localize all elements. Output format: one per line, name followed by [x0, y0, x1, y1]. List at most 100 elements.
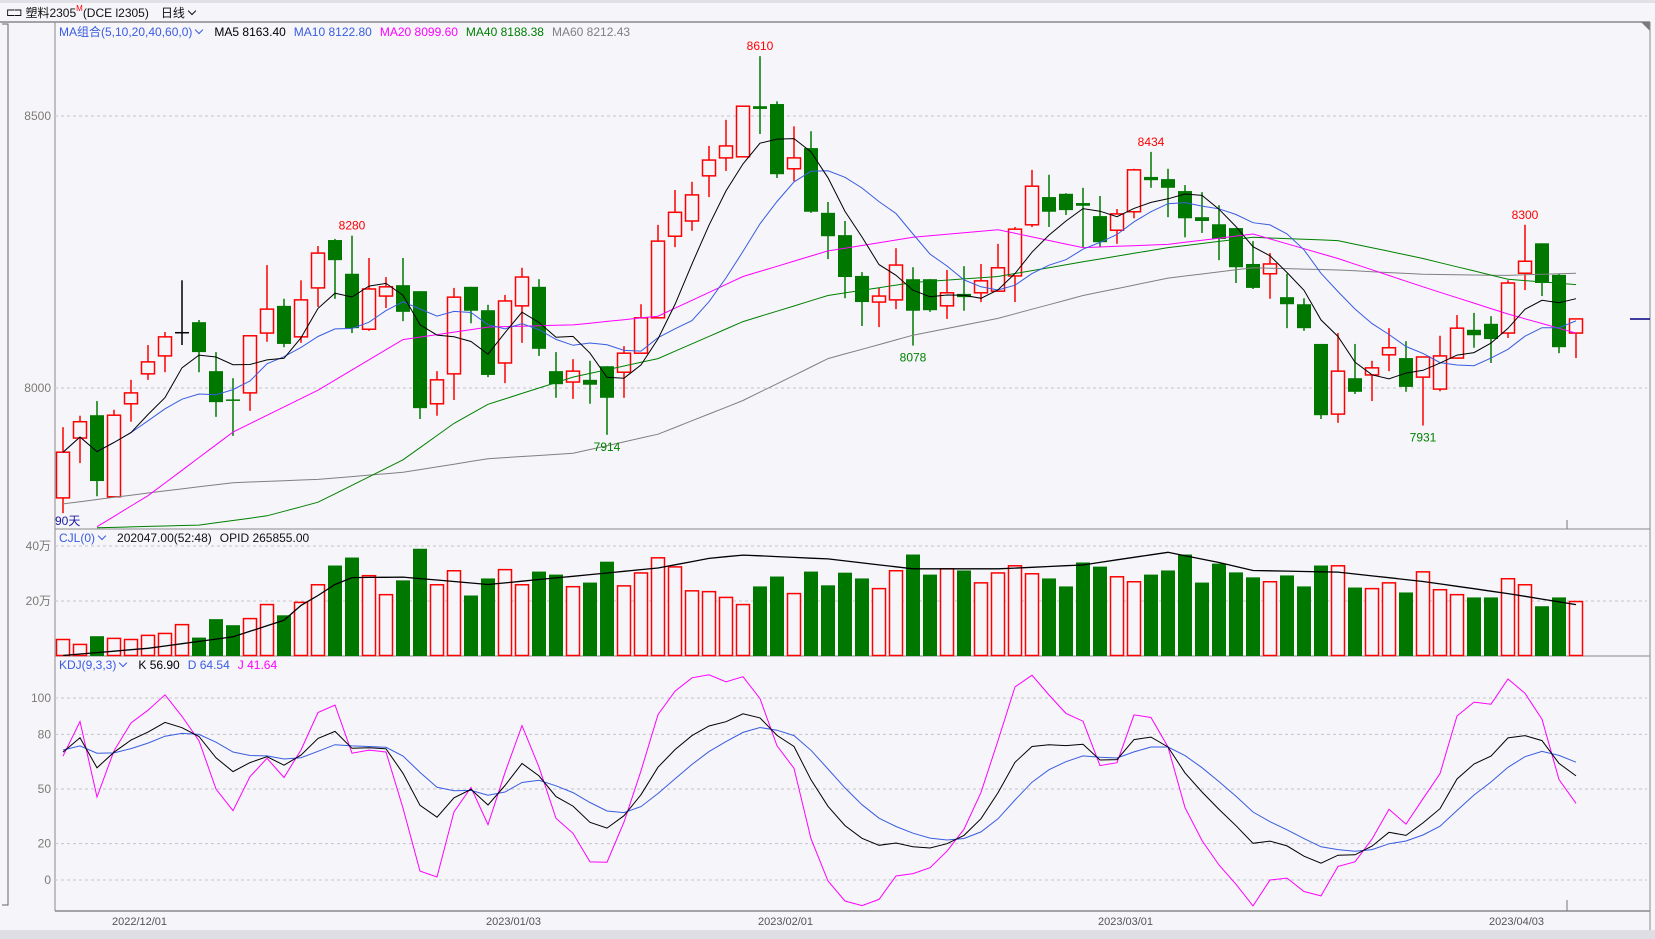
candle[interactable]	[1229, 228, 1243, 284]
candle[interactable]	[1484, 316, 1498, 363]
candle[interactable]	[72, 415, 88, 464]
candle[interactable]	[871, 287, 887, 328]
candle[interactable]	[1314, 343, 1328, 420]
candle[interactable]	[684, 181, 700, 231]
candle[interactable]	[396, 257, 410, 322]
candle[interactable]	[786, 126, 802, 182]
candle[interactable]	[1246, 241, 1260, 289]
candle[interactable]	[1381, 328, 1397, 372]
candle[interactable]	[209, 352, 223, 417]
candle[interactable]	[1467, 312, 1481, 348]
candle[interactable]	[1212, 205, 1226, 261]
candle[interactable]	[514, 267, 530, 343]
candle[interactable]	[1042, 174, 1056, 227]
candle[interactable]	[123, 379, 139, 422]
candle[interactable]	[1178, 185, 1192, 238]
candle[interactable]	[1449, 315, 1465, 359]
candle[interactable]	[1126, 168, 1142, 219]
period-selector[interactable]: 日线	[161, 4, 199, 21]
candle[interactable]	[277, 298, 291, 348]
candle[interactable]	[1517, 224, 1533, 291]
candle[interactable]	[1500, 280, 1516, 338]
kdj-indicator-selector[interactable]: KDJ(9,3,3)	[59, 658, 130, 672]
ma-indicator-label: MA组合(5,10,20,40,60,0)	[59, 25, 193, 39]
candle[interactable]	[957, 266, 971, 311]
candle[interactable]	[226, 378, 240, 436]
candle[interactable]	[770, 101, 784, 179]
candle[interactable]	[633, 304, 649, 354]
candle[interactable]	[378, 277, 394, 309]
candle[interactable]	[481, 304, 495, 378]
candle[interactable]	[1348, 343, 1362, 394]
volume-bar	[1552, 597, 1566, 656]
candle[interactable]	[1568, 318, 1584, 359]
candle[interactable]	[1280, 273, 1294, 329]
candle[interactable]	[175, 280, 189, 346]
candle[interactable]	[446, 287, 462, 400]
candle[interactable]	[923, 279, 937, 312]
candle[interactable]	[413, 291, 427, 420]
corner-resize-icon[interactable]	[1641, 22, 1650, 31]
candle[interactable]	[328, 238, 342, 299]
candle[interactable]	[939, 269, 955, 319]
candle[interactable]	[1330, 333, 1346, 423]
candle[interactable]	[1144, 151, 1158, 188]
candle[interactable]	[1161, 168, 1175, 218]
candle[interactable]	[1399, 341, 1413, 392]
ma-indicator-selector[interactable]: MA组合(5,10,20,40,60,0)	[59, 23, 206, 40]
candle[interactable]	[1552, 273, 1566, 354]
candle[interactable]	[1415, 356, 1431, 426]
candle[interactable]	[157, 331, 173, 373]
candle[interactable]	[106, 409, 122, 498]
candle[interactable]	[293, 280, 309, 343]
candle[interactable]	[650, 224, 666, 319]
candle[interactable]	[532, 279, 546, 356]
candle[interactable]	[821, 201, 835, 260]
candle[interactable]	[718, 119, 734, 171]
candle[interactable]	[259, 265, 275, 342]
candle[interactable]	[583, 360, 597, 404]
candle[interactable]	[1535, 243, 1549, 297]
candle[interactable]	[192, 320, 206, 373]
candle[interactable]	[429, 371, 445, 416]
candle[interactable]	[616, 346, 632, 398]
candle-body	[1348, 378, 1362, 392]
high-price-label: 8300	[1512, 208, 1539, 222]
link-icon[interactable]: ⊏⊐	[6, 7, 23, 19]
candle[interactable]	[361, 257, 377, 331]
candle[interactable]	[90, 401, 104, 497]
candle[interactable]	[345, 235, 359, 334]
candle-body	[1381, 346, 1397, 356]
candle[interactable]	[753, 56, 767, 134]
candle[interactable]	[1024, 169, 1040, 227]
candle[interactable]	[1059, 193, 1073, 216]
candle[interactable]	[1007, 226, 1023, 303]
symbol-name[interactable]: 塑料2305	[25, 6, 77, 20]
ma60-line	[62, 267, 1577, 505]
candle[interactable]	[855, 272, 869, 326]
candle[interactable]	[804, 131, 818, 213]
candle[interactable]	[1093, 195, 1107, 248]
candle[interactable]	[1109, 209, 1125, 244]
volume-value: 202047.00(52:48)	[117, 531, 212, 545]
candle[interactable]	[1195, 192, 1209, 233]
candle[interactable]	[549, 352, 563, 398]
candle[interactable]	[565, 359, 581, 399]
candle[interactable]	[140, 345, 156, 380]
candle[interactable]	[310, 246, 326, 307]
candle[interactable]	[1364, 360, 1380, 402]
candle-body	[361, 288, 377, 330]
candle[interactable]	[242, 335, 258, 411]
candle[interactable]	[667, 189, 683, 248]
candle[interactable]	[735, 105, 751, 158]
candle[interactable]	[55, 427, 71, 514]
candle[interactable]	[990, 243, 1006, 292]
candle[interactable]	[838, 220, 852, 299]
candle[interactable]	[1076, 187, 1090, 248]
volume-indicator-selector[interactable]: CJL(0)	[59, 531, 109, 545]
candle[interactable]	[1297, 298, 1311, 331]
candle[interactable]	[1262, 253, 1278, 299]
candle[interactable]	[464, 286, 478, 324]
candle[interactable]	[701, 145, 717, 198]
